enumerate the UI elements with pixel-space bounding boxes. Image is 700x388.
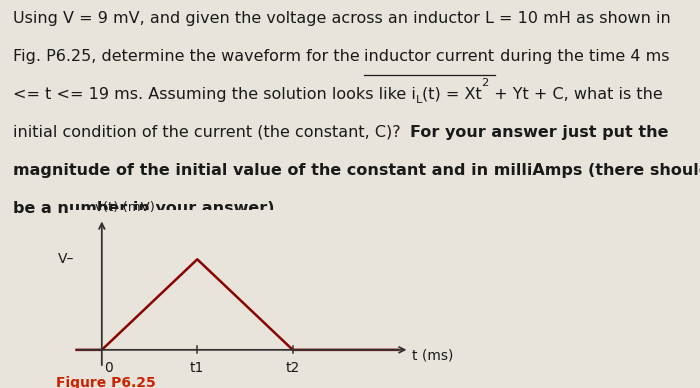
Text: Fig. P6.25, determine the waveform for the: Fig. P6.25, determine the waveform for t…: [13, 49, 365, 64]
Text: Using V = 9 mV, and given the voltage across an inductor L = 10 mH as shown in: Using V = 9 mV, and given the voltage ac…: [13, 11, 671, 26]
Text: 2: 2: [482, 78, 489, 88]
Text: t1: t1: [190, 361, 204, 375]
Text: For your answer just put the: For your answer just put the: [410, 125, 669, 140]
Text: Figure P6.25: Figure P6.25: [56, 376, 155, 388]
Text: 0: 0: [104, 361, 113, 375]
Text: be a number in your answer).: be a number in your answer).: [13, 201, 280, 216]
Text: t2: t2: [286, 361, 300, 375]
Text: <= t <= 19 ms. Assuming the solution looks like i: <= t <= 19 ms. Assuming the solution loo…: [13, 87, 416, 102]
Text: (t) = Xt: (t) = Xt: [422, 87, 482, 102]
Text: initial condition of the current (the constant, C)?: initial condition of the current (the co…: [13, 125, 410, 140]
Text: v(t) (mV): v(t) (mV): [95, 201, 155, 214]
Text: L: L: [416, 95, 422, 104]
Text: t (ms): t (ms): [412, 348, 454, 362]
Text: V–: V–: [58, 252, 74, 266]
Text: inductor current: inductor current: [365, 49, 495, 64]
Text: + Yt + C, what is the: + Yt + C, what is the: [489, 87, 663, 102]
Text: during the time 4 ms: during the time 4 ms: [495, 49, 669, 64]
Text: magnitude of the initial value of the constant and in milliAmps (there should on: magnitude of the initial value of the co…: [13, 163, 700, 178]
